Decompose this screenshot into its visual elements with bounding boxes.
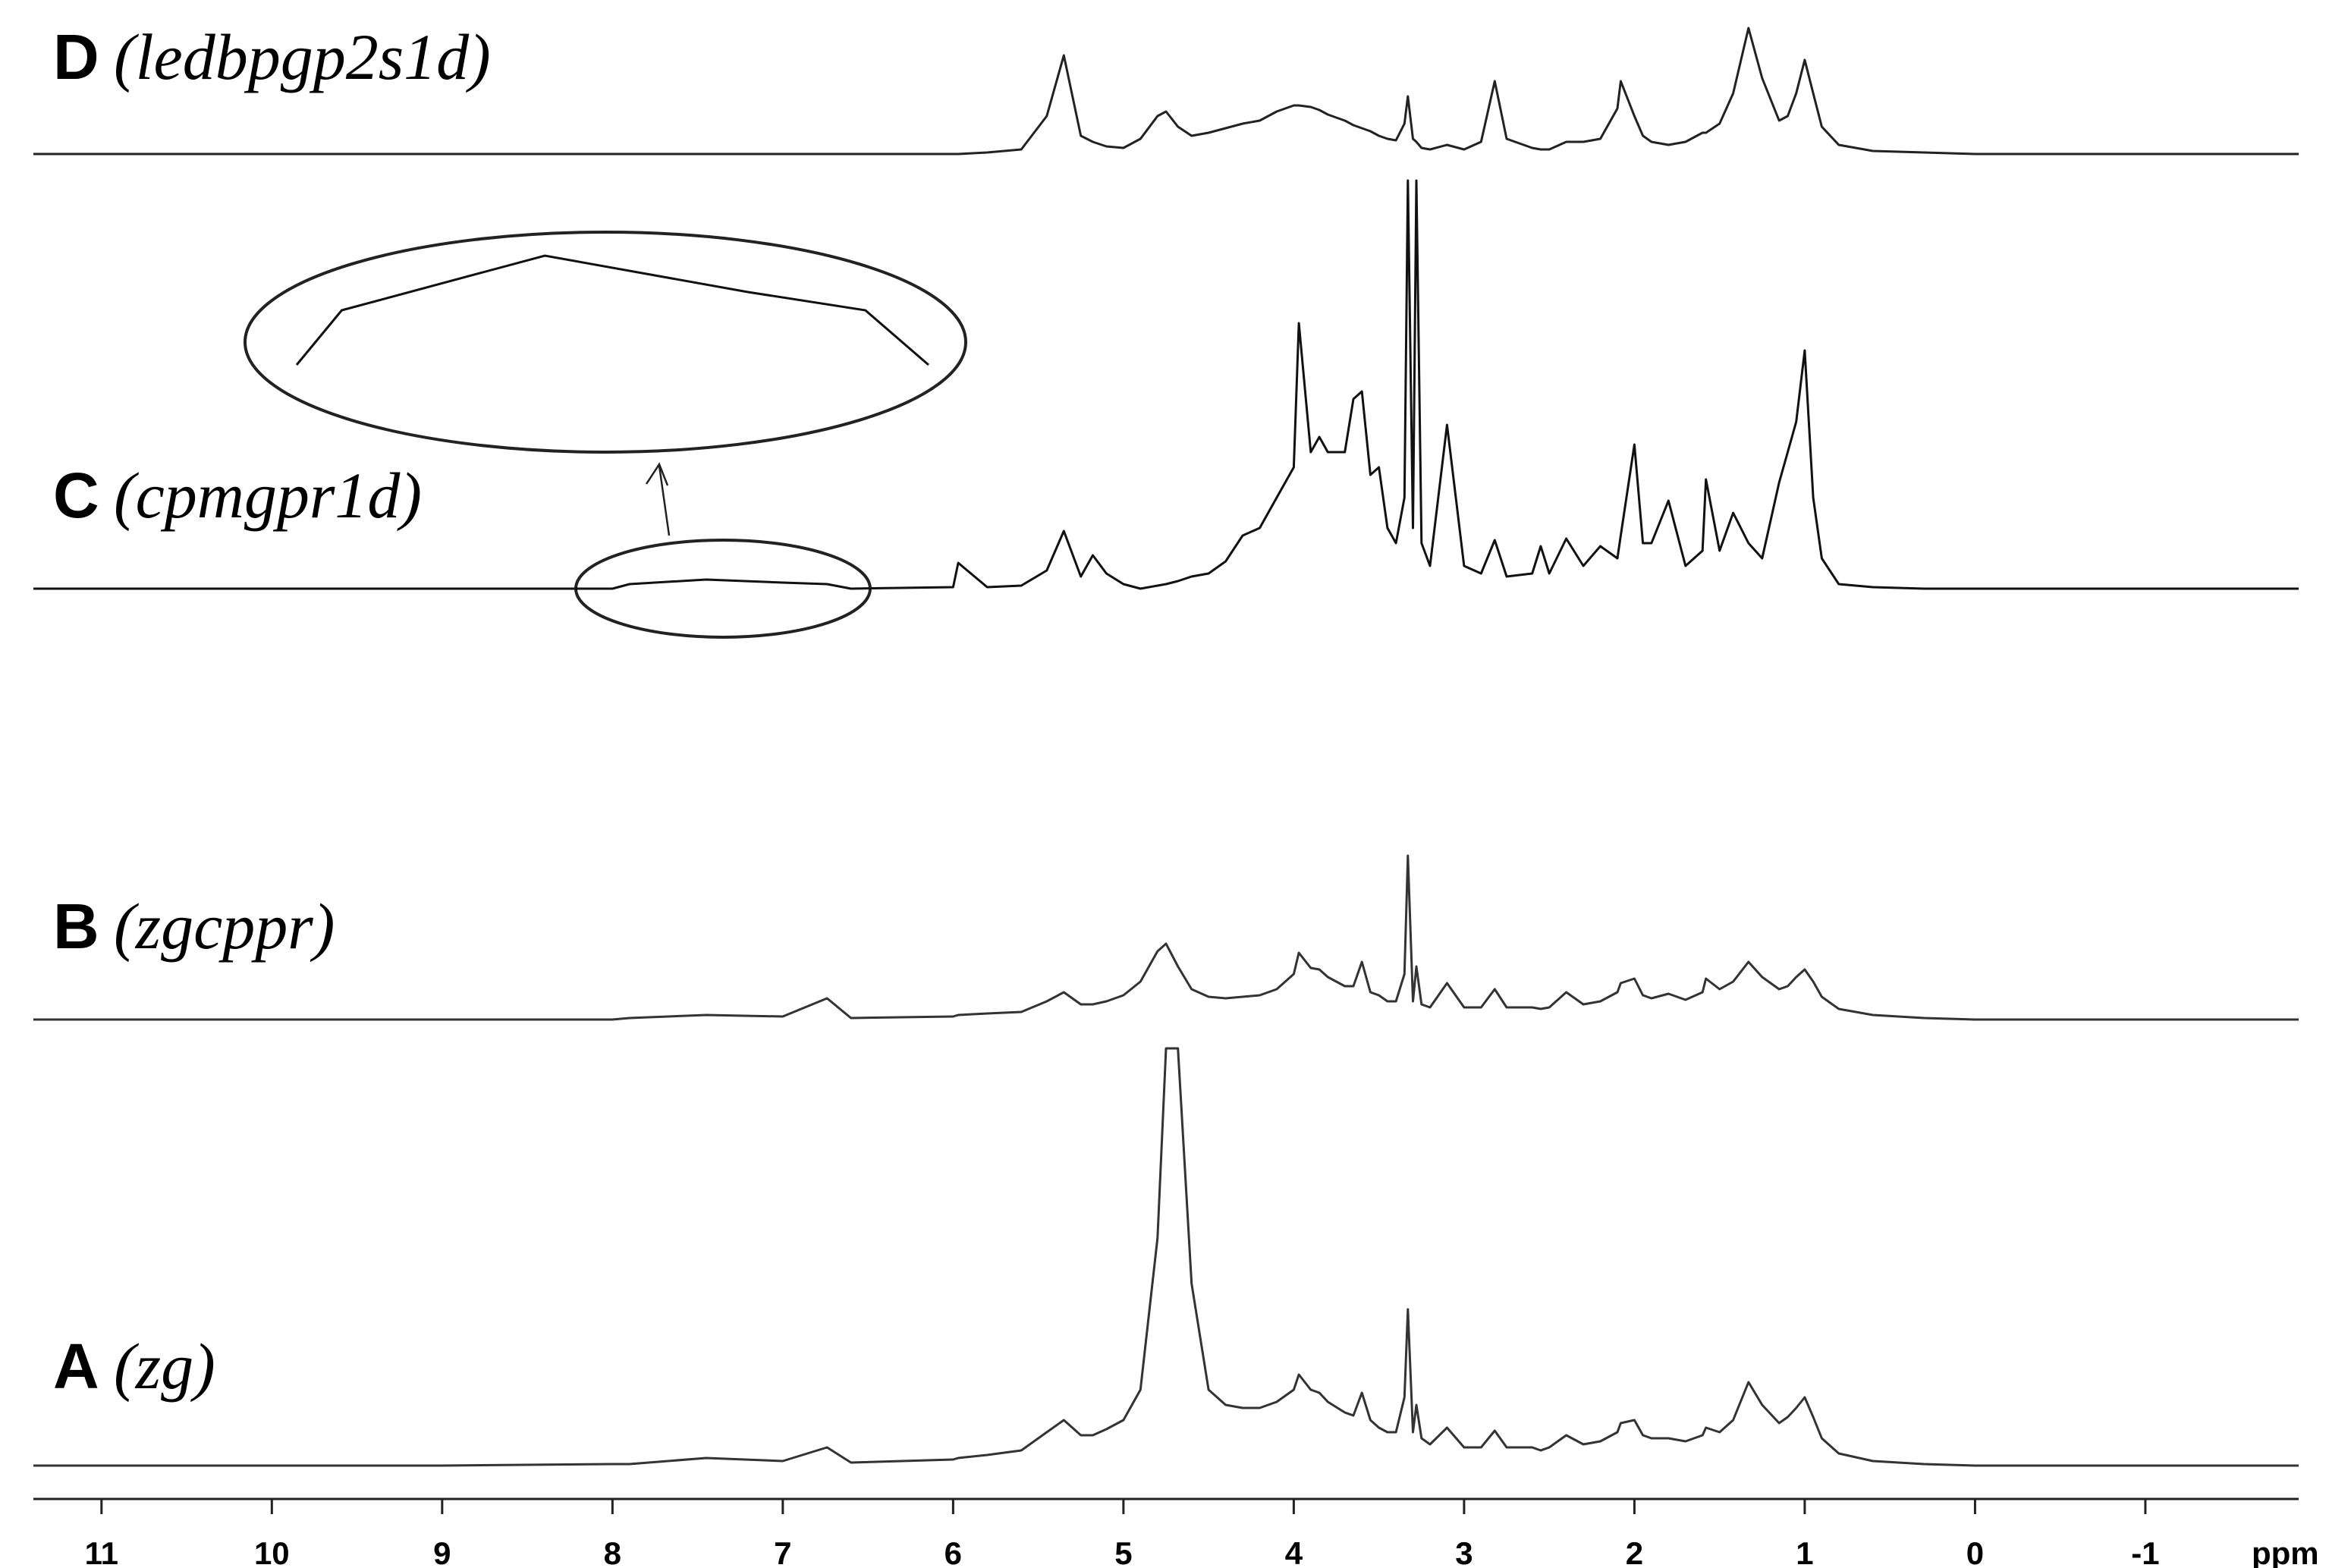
- inset-frame: [244, 231, 967, 454]
- series-name: (cpmgpr1d): [114, 459, 422, 532]
- x-tick-label: 11: [85, 1535, 118, 1568]
- x-tick-label: 0: [1966, 1535, 1984, 1568]
- x-tick-label: 8: [604, 1535, 621, 1568]
- x-axis-label: ppm: [2252, 1535, 2319, 1568]
- series-name: (ledbpgp2s1d): [114, 20, 491, 93]
- series-tag: D: [53, 21, 99, 93]
- x-tick-label: -1: [2131, 1535, 2159, 1568]
- series-name: (zgcppr): [114, 890, 335, 963]
- x-tick-label: 5: [1114, 1535, 1132, 1568]
- series-tag: A: [53, 1331, 99, 1402]
- arrow: [658, 465, 671, 536]
- spectrum: [33, 1047, 2299, 1467]
- x-tick-label: 9: [433, 1535, 451, 1568]
- spectrum: [33, 854, 2299, 1021]
- series-tag: B: [53, 891, 99, 962]
- zoom-region: [574, 539, 872, 639]
- series-name: (zg): [114, 1330, 215, 1403]
- x-tick-label: 3: [1455, 1535, 1473, 1568]
- series-tag: C: [53, 460, 99, 531]
- x-tick-label: 6: [944, 1535, 962, 1568]
- inset-spectrum: [295, 254, 929, 366]
- x-tick-label: 1: [1796, 1535, 1813, 1568]
- spectrum: [33, 27, 2299, 156]
- arrow-head: [645, 462, 669, 486]
- x-tick-label: 2: [1626, 1535, 1643, 1568]
- x-tick-label: 7: [774, 1535, 791, 1568]
- x-tick-label: 10: [254, 1535, 290, 1568]
- x-tick-label: 4: [1285, 1535, 1303, 1568]
- spectrum: [33, 179, 2299, 590]
